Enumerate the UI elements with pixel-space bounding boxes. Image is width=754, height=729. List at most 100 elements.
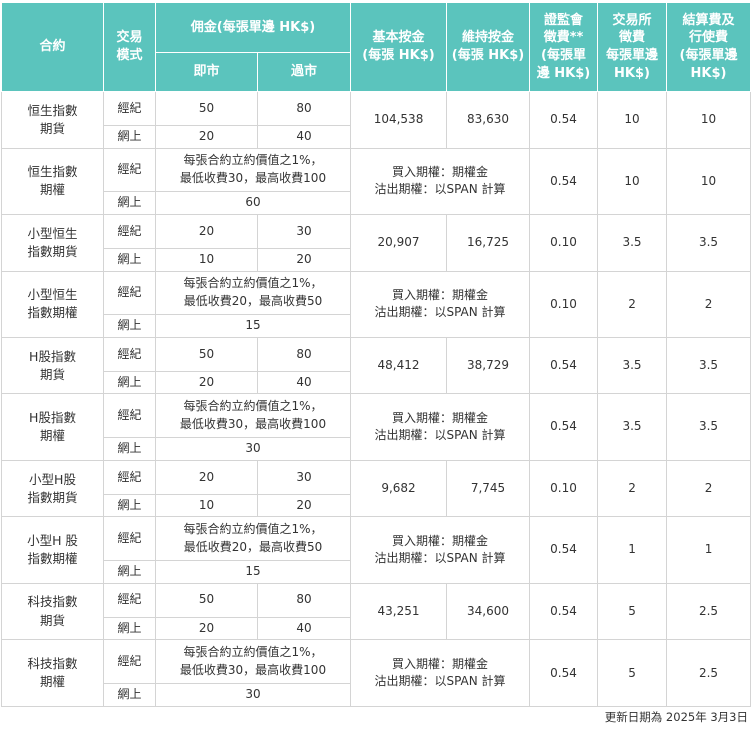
table-row: 網上 20 40: [2, 124, 751, 149]
commission-immediate: 20: [155, 370, 258, 395]
header-exchange-fee: 交易所 徵費 每張單邊 HK$): [597, 2, 668, 92]
contract-name: 小型H 股 指數期權: [1, 516, 104, 584]
header-initial-margin: 基本按金 (每張 HK$): [350, 2, 448, 92]
commission-immediate: 20: [155, 616, 258, 641]
clearing-fee: 2: [666, 459, 752, 518]
commission-broker: 每張合約立約價值之1%， 最低收費30，最高收費100: [154, 393, 352, 439]
commission-overnight: 80: [256, 582, 352, 618]
sfc-levy: 0.54: [529, 582, 599, 641]
mode-broker: 經紀: [103, 393, 156, 439]
contract-name: 科技指數 期貨: [1, 582, 104, 641]
commission-immediate: 50: [155, 91, 258, 126]
header-mode: 交易 模式: [103, 2, 156, 92]
table-row: 小型恒生 指數期貨 經紀 20 30 20,907 16,725 0.10 3.…: [1, 213, 752, 272]
table-row: 網上 15: [2, 314, 751, 338]
commission-overnight: 40: [256, 370, 352, 395]
maintenance-margin: 34,600: [446, 582, 531, 641]
table-row: H股指數 期貨 經紀 50 80 48,412 38,729 0.54 3.5 …: [1, 336, 752, 395]
commission-online: 60: [154, 191, 352, 215]
table-body: 恒生指數 期貨 經紀 50 80 104,538 83,630 0.54 10 …: [1, 91, 752, 708]
header-maintenance-margin: 維持按金 (每張 HK$): [446, 2, 531, 92]
maintenance-margin: 16,725: [446, 213, 531, 272]
exchange-fee: 2: [597, 459, 668, 518]
commission-overnight: 30: [256, 213, 352, 249]
mode-online: 網上: [103, 616, 156, 641]
commission-immediate: 20: [155, 124, 258, 149]
sfc-levy: 0.54: [529, 393, 599, 461]
sfc-levy: 0.10: [529, 270, 599, 338]
sfc-levy: 0.54: [529, 91, 599, 149]
mode-online: 網上: [103, 370, 156, 395]
table-row: 網上 20 40: [2, 370, 751, 395]
header-contract: 合約: [1, 2, 104, 92]
commission-online: 15: [154, 559, 352, 584]
table-row: 恒生指數 期權 經紀 每張合約立約價值之1%， 最低收費30，最高收費100 買…: [1, 147, 752, 215]
maintenance-margin: 38,729: [446, 336, 531, 395]
table-row: 網上 10 20: [2, 493, 751, 518]
commission-overnight: 20: [256, 247, 352, 272]
clearing-fee: 10: [666, 147, 752, 215]
sfc-levy: 0.54: [529, 336, 599, 395]
contract-name: 恒生指數 期權: [1, 147, 104, 215]
commission-immediate: 50: [155, 336, 258, 372]
mode-online: 網上: [103, 559, 156, 584]
header-clearing-fee: 結算費及 行使費 (每張單邊 HK$): [666, 2, 752, 92]
initial-margin: 104,538: [350, 91, 448, 149]
maintenance-margin: 83,630: [446, 91, 531, 149]
contract-name: 小型H股 指數期貨: [1, 459, 104, 518]
clearing-fee: 2.5: [666, 639, 752, 707]
clearing-fee: 1: [666, 516, 752, 584]
exchange-fee: 10: [597, 91, 668, 149]
commission-immediate: 20: [155, 459, 258, 495]
contract-name: 恒生指數 期貨: [1, 91, 104, 149]
sfc-levy: 0.54: [529, 147, 599, 215]
commission-overnight: 80: [256, 91, 352, 126]
mode-broker: 經紀: [103, 270, 156, 316]
mode-broker: 經紀: [103, 582, 156, 618]
table-row: 網上 30: [2, 682, 751, 708]
exchange-fee: 5: [597, 639, 668, 707]
contract-name: H股指數 期權: [1, 393, 104, 461]
option-margin: 買入期權：期權金 沽出期權：以SPAN 計算: [350, 147, 531, 215]
commission-overnight: 30: [256, 459, 352, 495]
table-row: 網上 10 20: [2, 247, 751, 272]
contract-name: 科技指數 期權: [1, 639, 104, 707]
sfc-levy: 0.10: [529, 459, 599, 518]
mode-online: 網上: [103, 493, 156, 518]
commission-broker: 每張合約立約價值之1%， 最低收費20，最高收費50: [154, 516, 352, 561]
contract-name: 小型恒生 指數期權: [1, 270, 104, 338]
clearing-fee: 2.5: [666, 582, 752, 641]
clearing-fee: 3.5: [666, 213, 752, 272]
mode-broker: 經紀: [103, 91, 156, 126]
option-margin: 買入期權：期權金 沽出期權：以SPAN 計算: [350, 393, 531, 461]
commission-overnight: 80: [256, 336, 352, 372]
mode-online: 網上: [103, 437, 156, 461]
contract-name: H股指數 期貨: [1, 336, 104, 395]
sfc-levy: 0.10: [529, 213, 599, 272]
option-margin: 買入期權：期權金 沽出期權：以SPAN 計算: [350, 639, 531, 707]
maintenance-margin: 7,745: [446, 459, 531, 518]
header-commission: 佣金(每張單邊 HK$): [154, 2, 352, 53]
update-date: 更新日期為 2025年 3月3日: [604, 710, 748, 724]
commission-broker: 每張合約立約價值之1%， 最低收費20，最高收費50: [154, 270, 352, 316]
mode-online: 網上: [103, 191, 156, 215]
exchange-fee: 3.5: [597, 213, 668, 272]
fee-table: 合約 交易 模式 佣金(每張單邊 HK$) 基本按金 (每張 HK$) 維持按金…: [1, 2, 752, 708]
clearing-fee: 3.5: [666, 336, 752, 395]
mode-broker: 經紀: [103, 516, 156, 561]
table-row: 網上 15: [2, 559, 751, 584]
mode-broker: 經紀: [103, 639, 156, 684]
table-row: 網上 30: [2, 437, 751, 461]
mode-online: 網上: [103, 247, 156, 272]
table-header: 合約 交易 模式 佣金(每張單邊 HK$) 基本按金 (每張 HK$) 維持按金…: [1, 2, 752, 92]
clearing-fee: 10: [666, 91, 752, 149]
header-overnight: 過市: [256, 52, 352, 92]
initial-margin: 48,412: [350, 336, 448, 395]
table-row: 恒生指數 期貨 經紀 50 80 104,538 83,630 0.54 10 …: [1, 91, 752, 149]
exchange-fee: 10: [597, 147, 668, 215]
mode-broker: 經紀: [103, 147, 156, 193]
mode-online: 網上: [103, 124, 156, 149]
exchange-fee: 3.5: [597, 393, 668, 461]
sfc-levy: 0.54: [529, 516, 599, 584]
contract-name: 小型恒生 指數期貨: [1, 213, 104, 272]
